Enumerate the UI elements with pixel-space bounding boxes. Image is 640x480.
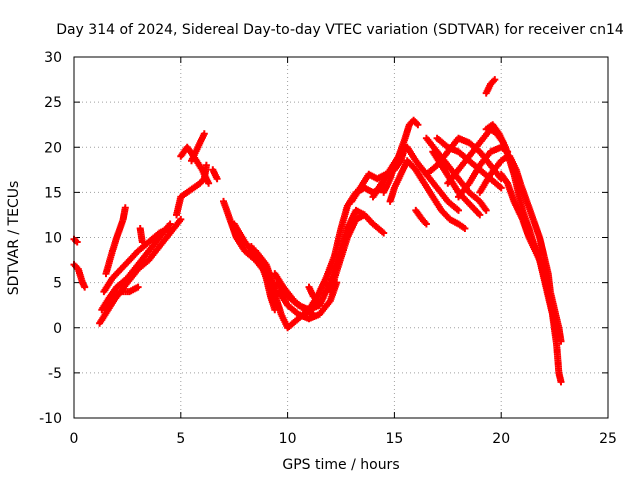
series-s34 (476, 152, 512, 196)
series-s7 (102, 283, 142, 314)
plot-frame (73, 56, 609, 419)
data-point (422, 220, 430, 228)
data-point (164, 225, 172, 232)
series-s5 (100, 225, 172, 296)
x-tick-label: 20 (492, 431, 510, 447)
data-point (414, 121, 422, 129)
series-s28 (422, 134, 490, 214)
x-tick-label: 10 (279, 431, 297, 447)
series-s11 (188, 130, 208, 165)
data-point (497, 184, 505, 192)
data-point (557, 378, 565, 386)
x-axis-label: GPS time / hours (282, 457, 399, 473)
series-s26 (386, 157, 469, 232)
series-s22 (326, 211, 368, 296)
series-s4 (98, 220, 174, 314)
x-tick-label: 0 (70, 431, 79, 447)
series-s12 (209, 166, 221, 183)
data-point (205, 179, 213, 187)
data-point (361, 211, 368, 219)
data-point (134, 283, 142, 291)
data-point (553, 333, 561, 341)
y-tick-label: 20 (44, 140, 62, 156)
series-s35 (482, 76, 499, 97)
x-tick-labels: 0 5 10 15 20 25 (70, 431, 617, 447)
y-axis-label: SDTVAR / TECUs (6, 181, 22, 296)
data-point (200, 130, 208, 138)
y-tick-label: 25 (44, 95, 62, 111)
series-s27 (412, 206, 430, 228)
data-point (166, 220, 174, 228)
data-point (557, 337, 565, 345)
series-s1 (70, 261, 89, 291)
y-tick-label: 30 (44, 50, 62, 66)
data-points (70, 76, 565, 386)
data-point (138, 238, 146, 246)
y-tick-labels: -10 -5 0 5 10 15 20 25 30 (39, 50, 62, 427)
series-s38 (497, 170, 561, 341)
data-point (491, 76, 499, 84)
series-s33 (455, 143, 512, 201)
data-point (177, 215, 185, 223)
data-point (455, 206, 462, 214)
series-s6 (102, 204, 129, 278)
series-s19 (275, 279, 341, 323)
y-tick-label: -5 (48, 366, 62, 382)
x-tick-label: 25 (599, 431, 617, 447)
data-point (271, 306, 279, 314)
data-point (380, 229, 388, 237)
data-point (121, 204, 129, 212)
y-tick-label: -10 (39, 411, 62, 427)
series-s8 (136, 225, 146, 246)
data-point (73, 238, 81, 246)
y-tick-label: 15 (44, 185, 62, 201)
data-point (482, 206, 490, 214)
x-tick-label: 15 (385, 431, 403, 447)
chart-title: Day 314 of 2024, Sidereal Day-to-day VTE… (56, 22, 624, 38)
data-point (476, 211, 484, 219)
data-point (213, 175, 221, 183)
x-tick-label: 5 (176, 431, 185, 447)
data-point (461, 225, 469, 232)
y-tick-label: 5 (53, 276, 62, 292)
data-point (202, 161, 210, 169)
y-tick-label: 10 (44, 231, 62, 247)
series-s36 (482, 121, 565, 386)
data-point (81, 283, 89, 291)
y-tick-label: 0 (53, 321, 62, 337)
